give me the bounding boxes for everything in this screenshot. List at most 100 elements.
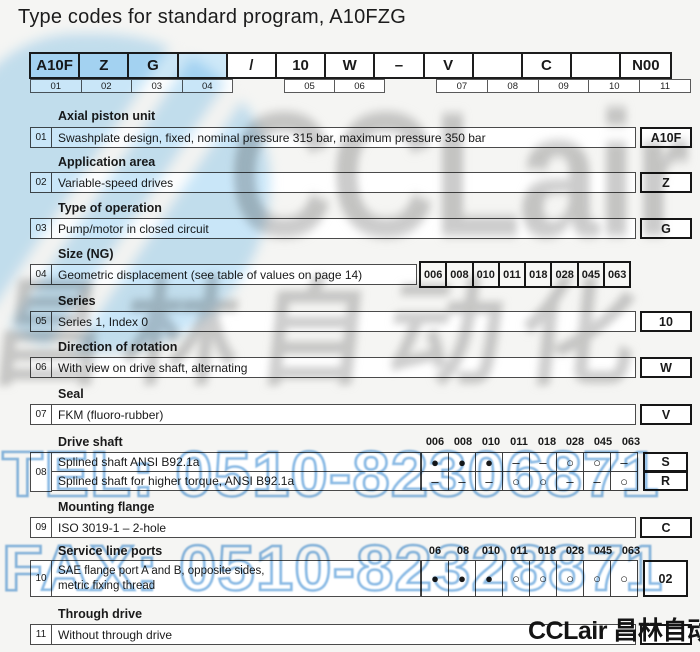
availability-cell: – <box>448 471 476 491</box>
section-heading: Size (NG) <box>58 247 114 261</box>
availability-cell: – <box>475 471 503 491</box>
position-number: 01 <box>31 80 82 92</box>
section-heading: Axial piston unit <box>58 109 156 123</box>
row-description-line: metric fixing thread <box>58 579 156 592</box>
row-description: ISO 3019-1 – 2-hole <box>51 517 636 538</box>
row-number: 01 <box>30 127 52 148</box>
type-code-cell <box>572 54 622 77</box>
position-number: 07 <box>437 80 488 92</box>
row-description: Swashplate design, fixed, nominal pressu… <box>51 127 636 148</box>
size-column-headers: 006 008 010 011 018 028 045 063 <box>421 436 645 448</box>
availability-cell: ○ <box>556 560 584 597</box>
section-heading: Seal <box>58 387 84 401</box>
size-option: 063 <box>603 261 632 288</box>
size-column-header: 08 <box>456 545 470 557</box>
availability-cell: ○ <box>556 452 584 472</box>
size-column-header: 018 <box>537 436 557 448</box>
section-heading: Series <box>58 294 96 308</box>
section-heading: Drive shaft <box>58 435 123 449</box>
size-column-header: 018 <box>537 545 557 557</box>
position-number: 10 <box>589 80 641 92</box>
row-description-line: SAE flange port A and B, opposite sides, <box>58 564 265 577</box>
size-column-headers: 06 08 010 011 018 028 045 063 <box>421 545 645 557</box>
row-code-box: W <box>640 357 692 378</box>
availability-cell: ○ <box>610 471 638 491</box>
row-number: 02 <box>30 172 52 193</box>
availability-cells: – – – ○ ○ – – ○ <box>421 471 638 491</box>
row-number: 11 <box>30 624 52 645</box>
size-options-strip: 006 008 010 011 018 028 045 063 <box>419 261 632 288</box>
row-description: Geometric displacement (see table of val… <box>51 264 417 285</box>
section-heading: Through drive <box>58 607 143 621</box>
size-option: 018 <box>524 261 553 288</box>
size-column-header: 028 <box>565 545 585 557</box>
availability-cell: ● <box>421 560 449 597</box>
row-number: 05 <box>30 311 52 332</box>
row-description: Splined shaft for higher torque, ANSI B9… <box>51 471 421 491</box>
size-column-header: 006 <box>425 436 445 448</box>
type-code-cell: / <box>227 54 277 77</box>
availability-cell: ○ <box>529 560 557 597</box>
row-description: Series 1, Index 0 <box>51 311 636 332</box>
position-number: 06 <box>354 80 365 92</box>
row-code-box <box>640 624 692 645</box>
size-column-header: 045 <box>593 436 613 448</box>
size-column-header: 028 <box>565 436 585 448</box>
availability-cell: – <box>610 452 638 472</box>
availability-cells: ● ● ● – – ○ ○ – <box>421 452 638 472</box>
size-column-header: 010 <box>481 545 501 557</box>
availability-cell: ○ <box>610 560 638 597</box>
size-column-header: 045 <box>593 545 613 557</box>
row-description: Variable-speed drives <box>51 172 636 193</box>
availability-cell: – <box>529 452 557 472</box>
row-code-box: C <box>640 517 692 538</box>
row-description: Pump/motor in closed circuit <box>51 218 636 239</box>
size-column-header: 008 <box>453 436 473 448</box>
availability-cell: ○ <box>502 471 530 491</box>
availability-cell: ● <box>448 452 476 472</box>
type-code-cell <box>178 54 228 77</box>
row-description: Without through drive <box>51 624 636 645</box>
row-code-box: Z <box>640 172 692 193</box>
type-code-cell: C <box>522 54 573 77</box>
availability-cell: ● <box>475 560 503 597</box>
size-option: 008 <box>445 261 474 288</box>
availability-cell: – <box>583 471 611 491</box>
row-description: SAE flange port A and B, opposite sides,… <box>51 560 421 597</box>
size-option: 028 <box>550 261 579 288</box>
type-code-header-row: A10F Z G / 10 W – V C N00 <box>29 52 673 79</box>
type-code-cell: Z <box>80 54 130 77</box>
position-number-group: 05 06 <box>284 79 385 93</box>
row-code-box: R <box>643 471 688 491</box>
row-description: FKM (fluoro-rubber) <box>51 404 636 425</box>
position-number: 03 <box>132 80 183 92</box>
position-number: 09 <box>539 80 590 92</box>
row-number: 04 <box>30 264 52 285</box>
type-code-cell: – <box>375 54 425 77</box>
size-column-header: 011 <box>510 545 528 557</box>
availability-cell: – <box>502 452 530 472</box>
row-code-box: A10F <box>640 127 692 148</box>
row-number: 07 <box>30 404 52 425</box>
availability-cell: ○ <box>502 560 530 597</box>
availability-cell: ● <box>448 560 476 597</box>
availability-cell: ○ <box>583 560 611 597</box>
row-description: With view on drive shaft, alternating <box>51 357 636 378</box>
size-column-header: 06 <box>428 545 442 557</box>
size-column-header: 010 <box>481 436 501 448</box>
row-code-box: V <box>640 404 692 425</box>
size-option: 011 <box>497 261 527 288</box>
position-number: 05 <box>285 80 335 92</box>
row-number: 03 <box>30 218 52 239</box>
position-number: 08 <box>488 80 539 92</box>
position-number: 04 <box>201 80 213 92</box>
availability-cell: ○ <box>583 452 611 472</box>
section-heading: Service line ports <box>58 544 163 558</box>
section-heading: Type of operation <box>58 201 162 215</box>
row-code-box: S <box>643 452 688 472</box>
row-number: 10 <box>30 560 52 597</box>
type-code-cell: V <box>424 54 474 77</box>
section-heading: Direction of rotation <box>58 340 178 354</box>
position-number-group: 07 08 09 10 11 <box>436 79 691 93</box>
